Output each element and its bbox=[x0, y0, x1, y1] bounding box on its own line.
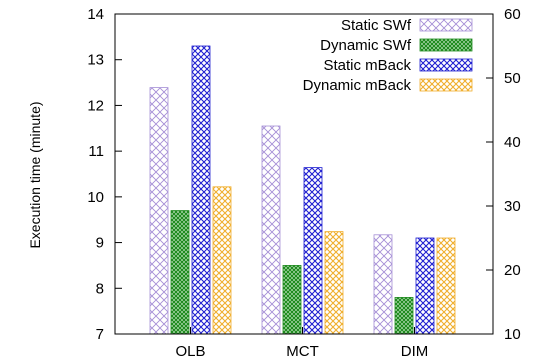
bar-static-swf-dim bbox=[373, 234, 393, 335]
legend-label: Dynamic SWf bbox=[320, 37, 412, 54]
legend-swatch bbox=[419, 18, 473, 32]
y2-tick-label: 50 bbox=[504, 70, 521, 87]
legend-label: Static SWf bbox=[341, 17, 412, 34]
y-tick-label: 8 bbox=[96, 280, 104, 297]
bar-static-mback-dim bbox=[415, 237, 435, 335]
legend: Static SWf Dynamic SWf Static mBack Dynamic… bbox=[303, 17, 473, 94]
y-tick-label: 11 bbox=[88, 143, 104, 160]
y-axis-title: Execution time (minute) bbox=[27, 101, 43, 248]
legend-swatch bbox=[419, 58, 473, 72]
bar-dynamic-swf-dim bbox=[394, 297, 414, 335]
legend-label: Dynamic mBack bbox=[303, 77, 412, 94]
bar-static-mback-mct bbox=[303, 167, 323, 335]
plot-frame bbox=[114, 13, 494, 335]
x-tick-label: MCT bbox=[286, 343, 319, 359]
y-tick-label: 9 bbox=[96, 235, 104, 252]
bar-dynamic-swf-mct bbox=[282, 265, 302, 335]
legend-label: Static mBack bbox=[323, 57, 411, 74]
y-tick-label: 10 bbox=[87, 189, 104, 206]
y2-tick-label: 40 bbox=[504, 134, 521, 151]
y-tick-label: 13 bbox=[87, 52, 104, 69]
y-tick-label: 14 bbox=[87, 6, 104, 23]
x-tick-label: OLB bbox=[175, 343, 205, 359]
x-tick-label: DIM bbox=[401, 343, 429, 359]
y2-tick-label: 20 bbox=[504, 262, 521, 279]
y-tick-label: 7 bbox=[96, 326, 104, 343]
bar-dynamic-mback-mct bbox=[324, 231, 344, 335]
y-tick-label: 12 bbox=[87, 97, 104, 114]
bar-dynamic-mback-olb bbox=[212, 186, 232, 335]
y2-tick-label: 30 bbox=[504, 198, 521, 215]
bar-dynamic-swf-olb bbox=[170, 210, 190, 335]
bar-dynamic-mback-dim bbox=[436, 237, 456, 335]
y2-tick-label: 10 bbox=[504, 326, 521, 343]
bar-static-swf-olb bbox=[149, 87, 169, 335]
legend-swatch bbox=[419, 38, 473, 52]
legend-swatch bbox=[419, 78, 473, 92]
bar-static-swf-mct bbox=[261, 125, 281, 335]
y2-tick-label: 60 bbox=[504, 6, 521, 23]
bar-static-mback-olb bbox=[191, 45, 211, 335]
